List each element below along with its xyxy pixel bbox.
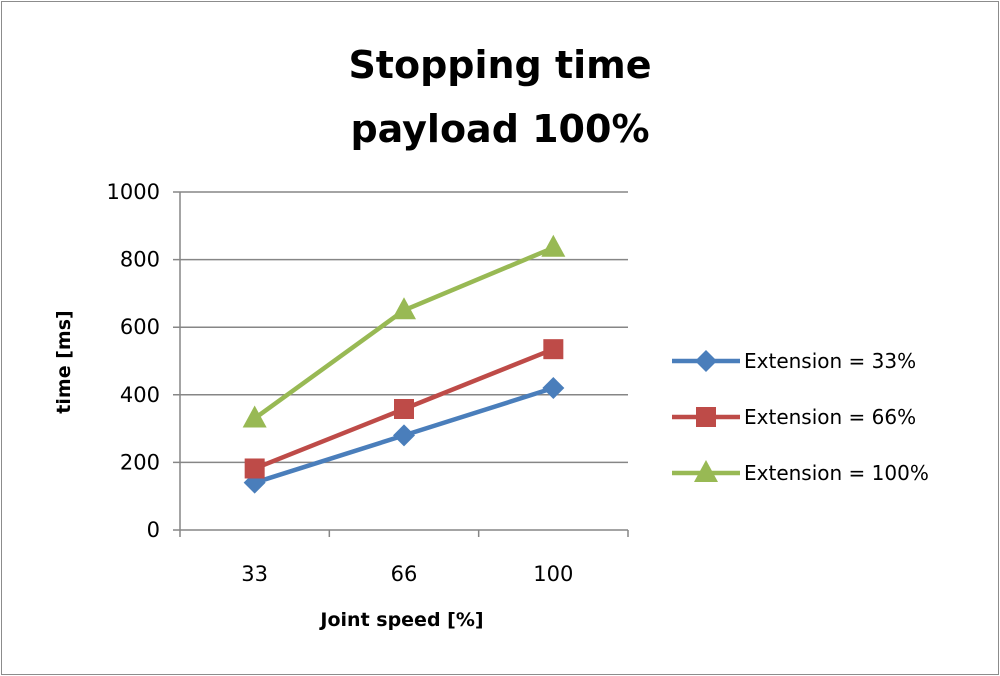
series-line-3 <box>253 245 555 421</box>
data-point-diamond <box>393 424 415 447</box>
x-tick-label: 100 <box>533 562 573 586</box>
legend-marker-diamond <box>695 350 717 372</box>
x-axis-label: Joint speed [%] <box>318 609 483 631</box>
legend-marker-triangle <box>694 460 718 482</box>
legend-marker-square <box>696 407 716 427</box>
y-tick-label: 1000 <box>107 180 160 204</box>
chart-title-line-2: payload 100% <box>350 107 649 151</box>
y-tick-label: 600 <box>120 315 160 339</box>
legend-label: Extension = 66% <box>744 405 916 429</box>
data-point-square <box>543 339 564 360</box>
y-axis-label: time [ms] <box>53 310 75 413</box>
data-point-triangle <box>541 234 566 257</box>
chart-title-line-1: Stopping time <box>348 43 651 87</box>
x-tick-label: 66 <box>391 562 418 586</box>
legend-label: Extension = 100% <box>744 461 929 485</box>
data-point-triangle <box>242 405 267 428</box>
data-point-square <box>244 458 265 479</box>
legend-label: Extension = 33% <box>744 349 916 373</box>
y-tick-label: 0 <box>147 518 160 542</box>
data-point-triangle <box>392 297 416 320</box>
data-point-diamond <box>542 377 565 400</box>
y-tick-label: 800 <box>120 248 160 272</box>
x-tick-label: 33 <box>241 562 268 586</box>
y-tick-label: 400 <box>120 383 160 407</box>
y-tick-label: 200 <box>120 450 160 474</box>
data-point-square <box>394 398 414 419</box>
